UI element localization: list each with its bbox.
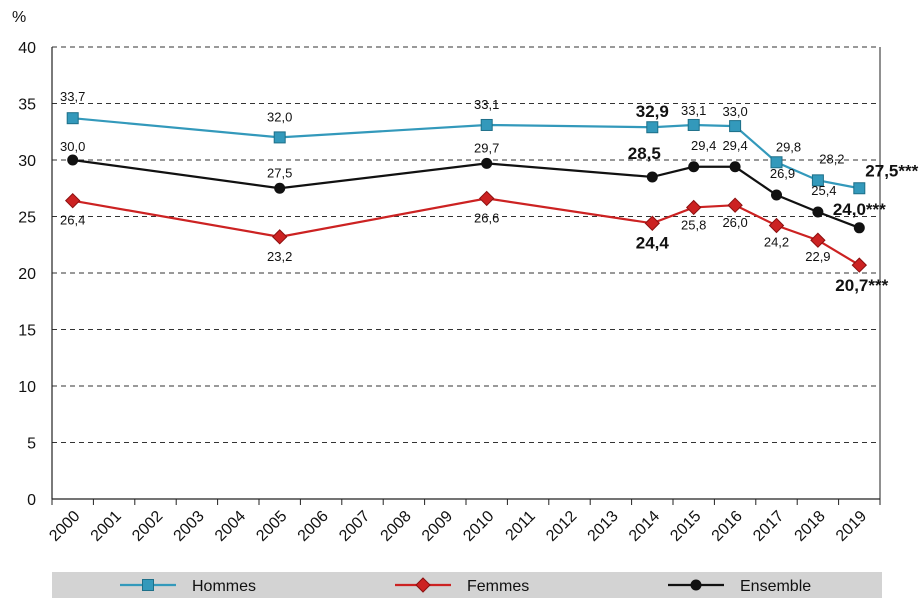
marker-circle: [771, 189, 782, 201]
x-tick-label: 2007: [336, 508, 373, 545]
x-tick-label: 2014: [626, 508, 663, 545]
marker-square: [66, 112, 79, 125]
y-tick-label: 10: [18, 379, 36, 396]
marker-circle: [481, 157, 493, 169]
x-tick-label: 2004: [212, 508, 249, 545]
data-label: 29,7: [474, 140, 499, 155]
y-tick-label: 20: [18, 266, 36, 283]
data-label: 25,4: [811, 183, 836, 198]
marker-square: [811, 174, 824, 187]
marker-circle: [812, 206, 824, 218]
data-label: 26,6: [474, 210, 499, 225]
x-tick-label: 2009: [419, 508, 456, 545]
x-tick-label: 2001: [88, 508, 125, 545]
data-label: 20,7***: [835, 276, 888, 295]
marker-square: [729, 120, 742, 133]
data-label: 28,2: [819, 151, 844, 166]
data-label: 27,5***: [865, 161, 918, 180]
y-tick-label: 40: [18, 40, 36, 57]
data-label: 33,0: [722, 104, 747, 119]
marker-diamond: [768, 217, 785, 234]
data-label: 29,8: [776, 139, 801, 154]
marker-diamond: [851, 257, 868, 273]
data-label: 29,4: [691, 138, 716, 153]
data-label: 32,9: [636, 102, 669, 121]
y-tick-label: 15: [18, 323, 36, 340]
data-label: 29,4: [722, 138, 747, 153]
data-labels: 33,7 32,0 33,1 32,9 33,1 33,0 29,8 28,2 27,5*** 2…: [60, 89, 919, 295]
marker-diamond: [727, 197, 743, 213]
data-label: 25,8: [681, 217, 706, 232]
series-line: [72, 197, 860, 267]
y-unit-label: %: [12, 9, 26, 26]
marker-square: [646, 121, 659, 134]
series-line: [72, 117, 860, 190]
data-label: 32,0: [267, 109, 292, 124]
marker-diamond: [644, 215, 661, 231]
data-label: 27,5: [267, 165, 292, 180]
data-label: 33,1: [474, 97, 499, 112]
series-ensemble: [67, 154, 865, 234]
data-label: 28,5: [628, 144, 661, 163]
marker-diamond: [810, 232, 826, 248]
x-tick-label: 2011: [503, 508, 539, 544]
x-tick-label: 2018: [792, 508, 829, 545]
x-tick-label: 2000: [46, 508, 83, 545]
data-label: 24,2: [764, 235, 789, 250]
x-tick-label: 2015: [667, 508, 704, 545]
x-tick-label: 2012: [543, 508, 580, 545]
series-femmes: [64, 190, 868, 273]
marker-square: [273, 131, 286, 144]
marker-circle: [729, 161, 741, 173]
marker-circle: [67, 154, 79, 166]
x-tick-label: 2008: [378, 508, 415, 545]
y-tick-label: 0: [27, 492, 36, 509]
x-tick-label: 2003: [171, 508, 208, 545]
marker-diamond: [64, 192, 81, 209]
x-tick-label: 2002: [129, 508, 166, 545]
x-tick-label: 2006: [295, 508, 332, 545]
y-tick-label: 35: [18, 97, 36, 114]
series-layer: [64, 112, 868, 273]
marker-circle: [688, 161, 700, 173]
marker-square: [480, 118, 493, 131]
y-tick-label: 30: [18, 153, 36, 170]
marker-circle: [853, 222, 865, 234]
marker-square: [853, 182, 866, 195]
legend: [52, 572, 882, 598]
gridlines: [52, 46, 880, 443]
marker-square: [687, 118, 700, 131]
x-tick-label: 2017: [750, 508, 787, 545]
data-label: 33,7: [60, 89, 85, 104]
marker-square: [770, 156, 783, 169]
marker-diamond: [271, 229, 288, 245]
data-label: 33,1: [681, 103, 706, 118]
x-tick-label: 2010: [460, 508, 497, 545]
data-label: 30,0: [60, 139, 85, 154]
data-label: 23,2: [267, 249, 292, 264]
data-label: 26,9: [770, 166, 795, 181]
data-label: 24,4: [636, 233, 670, 252]
x-tick-label: 2019: [833, 508, 870, 545]
data-label: 22,9: [805, 249, 830, 264]
marker-diamond: [685, 199, 702, 216]
marker-circle: [646, 171, 658, 183]
data-label: 26,0: [722, 215, 747, 230]
data-label: 26,4: [60, 213, 85, 228]
marker-diamond: [478, 190, 495, 207]
x-tick-label: 2016: [709, 508, 746, 545]
y-tick-label: 25: [18, 210, 36, 227]
x-tick-label: 2013: [585, 508, 622, 545]
data-label: 24,0***: [833, 200, 886, 219]
marker-circle: [274, 182, 286, 194]
series-hommes: [66, 112, 866, 195]
y-tick-label: 5: [27, 436, 36, 453]
x-tick-label: 2005: [253, 508, 290, 545]
